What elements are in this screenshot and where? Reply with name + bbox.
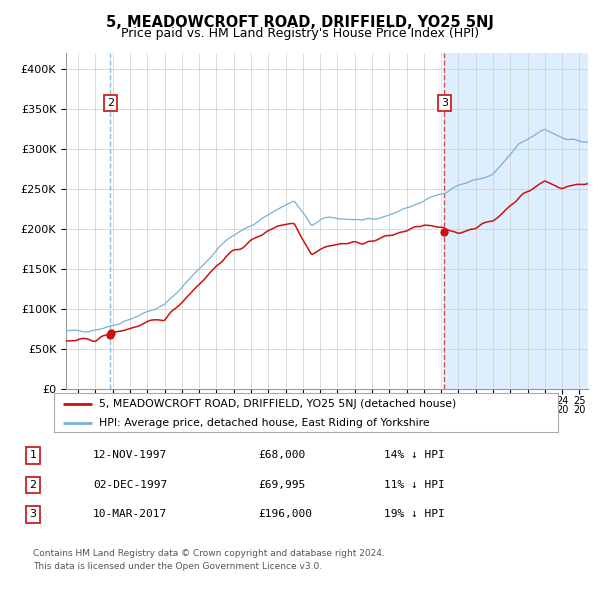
Text: £196,000: £196,000 — [258, 510, 312, 519]
Text: 5, MEADOWCROFT ROAD, DRIFFIELD, YO25 5NJ: 5, MEADOWCROFT ROAD, DRIFFIELD, YO25 5NJ — [106, 15, 494, 30]
Text: 3: 3 — [441, 98, 448, 108]
Text: £69,995: £69,995 — [258, 480, 305, 490]
Text: HPI: Average price, detached house, East Riding of Yorkshire: HPI: Average price, detached house, East… — [100, 418, 430, 428]
Text: Contains HM Land Registry data © Crown copyright and database right 2024.: Contains HM Land Registry data © Crown c… — [33, 549, 385, 558]
Text: 3: 3 — [29, 510, 37, 519]
Text: 1: 1 — [29, 451, 37, 460]
Text: 12-NOV-1997: 12-NOV-1997 — [93, 451, 167, 460]
Text: 5, MEADOWCROFT ROAD, DRIFFIELD, YO25 5NJ (detached house): 5, MEADOWCROFT ROAD, DRIFFIELD, YO25 5NJ… — [100, 399, 457, 409]
Bar — [445, 53, 600, 389]
Text: 2: 2 — [107, 98, 114, 108]
Text: This data is licensed under the Open Government Licence v3.0.: This data is licensed under the Open Gov… — [33, 562, 322, 571]
Text: £68,000: £68,000 — [258, 451, 305, 460]
Text: Price paid vs. HM Land Registry's House Price Index (HPI): Price paid vs. HM Land Registry's House … — [121, 27, 479, 40]
Text: 2: 2 — [29, 480, 37, 490]
Text: 11% ↓ HPI: 11% ↓ HPI — [384, 480, 445, 490]
Text: 19% ↓ HPI: 19% ↓ HPI — [384, 510, 445, 519]
Text: 14% ↓ HPI: 14% ↓ HPI — [384, 451, 445, 460]
Text: 02-DEC-1997: 02-DEC-1997 — [93, 480, 167, 490]
Text: 10-MAR-2017: 10-MAR-2017 — [93, 510, 167, 519]
